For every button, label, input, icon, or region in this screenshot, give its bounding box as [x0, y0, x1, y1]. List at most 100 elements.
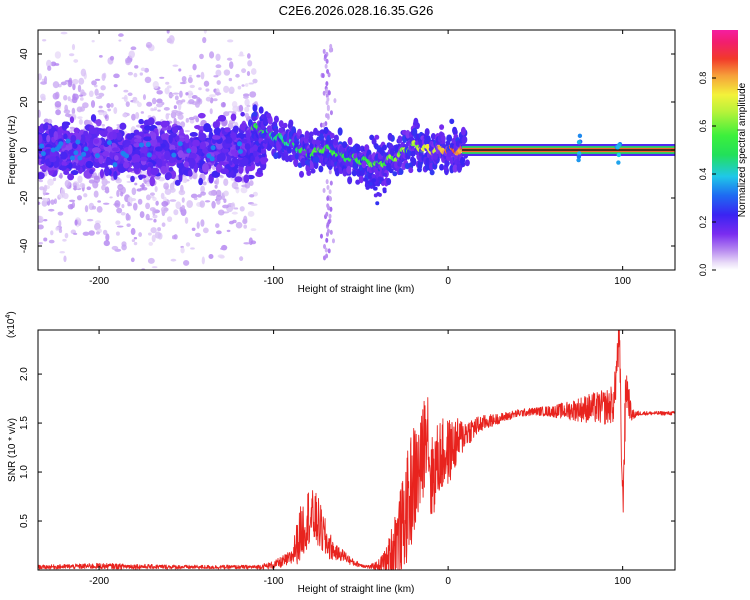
spectrogram-band-mark: [234, 176, 243, 183]
spectrogram-noise-mark: [217, 209, 225, 216]
spectrogram-halo-mark: [258, 106, 264, 114]
spectrogram-band-mark: [213, 127, 221, 136]
spectrogram-band-mark: [189, 131, 198, 137]
spectrogram-band-mark: [98, 155, 104, 165]
spectrogram-blip-mark: [577, 133, 583, 139]
spectrogram-noise-mark: [127, 92, 133, 97]
spectrogram-halo-mark: [429, 169, 435, 176]
spectrogram-blip-mark: [577, 151, 582, 156]
spectrogram-halo-mark: [392, 171, 398, 177]
spectrogram-noise-mark: [131, 113, 136, 121]
spectrogram-noise-mark: [54, 101, 62, 108]
spectrogram-band-mark: [58, 165, 67, 171]
spectrogram-blob-mark: [50, 147, 56, 153]
spectrogram-halo-mark: [334, 167, 340, 177]
spectrogram-band-mark: [184, 134, 190, 144]
spectrogram-noise-mark: [100, 85, 106, 91]
spectrogram-noise-mark: [198, 87, 202, 91]
spectrogram-noise-mark: [241, 184, 248, 188]
spectrogram-band-mark: [88, 127, 98, 135]
spectrogram-noise-mark: [78, 119, 83, 125]
spectrogram-band-mark: [175, 135, 180, 142]
spectrogram-noise-mark: [227, 122, 234, 129]
spectrogram-band-mark: [168, 134, 173, 144]
spectrogram-band-mark: [119, 122, 127, 130]
spectrogram-band-mark: [155, 121, 163, 126]
spectrogram-halo-mark: [361, 161, 367, 169]
spectrogram-noise-mark: [154, 186, 158, 193]
spectrogram-band-mark: [72, 162, 77, 169]
spectrogram-noise-mark: [128, 17, 134, 21]
spectrogram-band-mark: [128, 144, 133, 155]
snr-series-line: [38, 330, 675, 570]
spectrogram-band-mark: [91, 147, 101, 154]
spectrogram-noise-mark: [172, 92, 180, 95]
spectrogram-band-mark: [139, 156, 148, 162]
spectrogram-halo-mark: [296, 128, 302, 137]
spectrogram-noise-mark: [187, 76, 193, 84]
spectrogram-noise-mark: [58, 228, 63, 234]
spectrogram-noise-mark: [94, 78, 101, 81]
spectrogram-noise-mark: [131, 187, 137, 196]
spectrogram-streak-mark: [325, 81, 329, 87]
spectrogram-noise-mark: [125, 57, 131, 64]
spectrogram-noise-mark: [205, 96, 212, 102]
spectrogram-streak-mark: [325, 211, 329, 217]
spectrogram-noise-mark: [151, 266, 158, 269]
spectrogram-noise-mark: [169, 199, 177, 202]
spectrogram-noise-mark: [93, 175, 99, 180]
spectrogram-noise-mark: [98, 105, 103, 109]
spectrogram-noise-mark: [203, 30, 207, 34]
spectrogram-halo-mark: [412, 127, 418, 136]
spectrogram-blob-mark: [94, 153, 100, 159]
spectrogram-noise-mark: [86, 186, 92, 191]
spectrogram-noise-mark: [208, 190, 215, 196]
spectrogram-noise-mark: [94, 222, 101, 231]
spectrogram-noise-mark: [186, 200, 194, 208]
spectrogram-halo-mark: [432, 152, 438, 161]
spectrogram-blob-mark: [206, 153, 212, 159]
spectrogram-offshoot-mark: [371, 174, 376, 179]
spectrogram-noise-mark: [55, 109, 61, 116]
spectrogram-noise-mark: [154, 231, 161, 239]
spectrogram-band-mark: [140, 146, 148, 154]
spectrogram-band-mark: [131, 153, 141, 164]
snr-y-label: SNR (10 * v/v): [7, 418, 18, 482]
snr-exponent-sup: 4: [5, 315, 12, 319]
spectrogram-streak-mark: [323, 54, 327, 60]
spectrogram-noise-mark: [93, 190, 99, 198]
spectrogram-streak-mark: [324, 247, 328, 253]
spectrogram-noise-mark: [134, 182, 138, 186]
spectrogram-noise-mark: [53, 177, 57, 182]
spectrogram-noise-mark: [174, 95, 179, 101]
spectrogram-noise-mark: [94, 88, 99, 96]
spectrogram-y-tick-label: 0: [19, 147, 30, 153]
spectrogram-halo-mark: [300, 157, 306, 167]
spectrogram-noise-mark: [145, 213, 150, 221]
spectrogram-noise-mark: [244, 112, 250, 118]
spectrogram-streak-mark: [319, 233, 323, 239]
spectrogram-noise-mark: [228, 86, 235, 95]
spectrogram-noise-mark: [188, 74, 192, 77]
spectrogram-band-mark: [59, 151, 68, 160]
spectrogram-band-mark: [220, 168, 229, 175]
spectrogram-blob-mark: [138, 142, 144, 148]
spectrogram-offshoot-mark: [363, 177, 368, 182]
spectrogram-noise-mark: [48, 239, 55, 244]
spectrogram-noise-mark: [200, 219, 205, 227]
spectrogram-band-mark: [154, 146, 163, 152]
spectrogram-halo-mark: [251, 115, 257, 122]
spectrogram-noise-mark: [243, 95, 249, 99]
spectrogram-noise-mark: [101, 123, 106, 127]
spectrogram-band-mark: [241, 157, 249, 166]
spectrogram-noise-mark: [96, 205, 103, 213]
spectrogram-streak-mark: [322, 90, 326, 96]
spectrogram-noise-mark: [156, 90, 163, 95]
spectrogram-noise-mark: [107, 108, 112, 112]
spectrogram-noise-mark: [126, 223, 131, 227]
spectrogram-halo-mark: [424, 128, 430, 136]
spectrogram-noise-mark: [223, 198, 227, 204]
snr-background: [38, 330, 675, 570]
spectrogram-noise-mark: [205, 88, 210, 92]
